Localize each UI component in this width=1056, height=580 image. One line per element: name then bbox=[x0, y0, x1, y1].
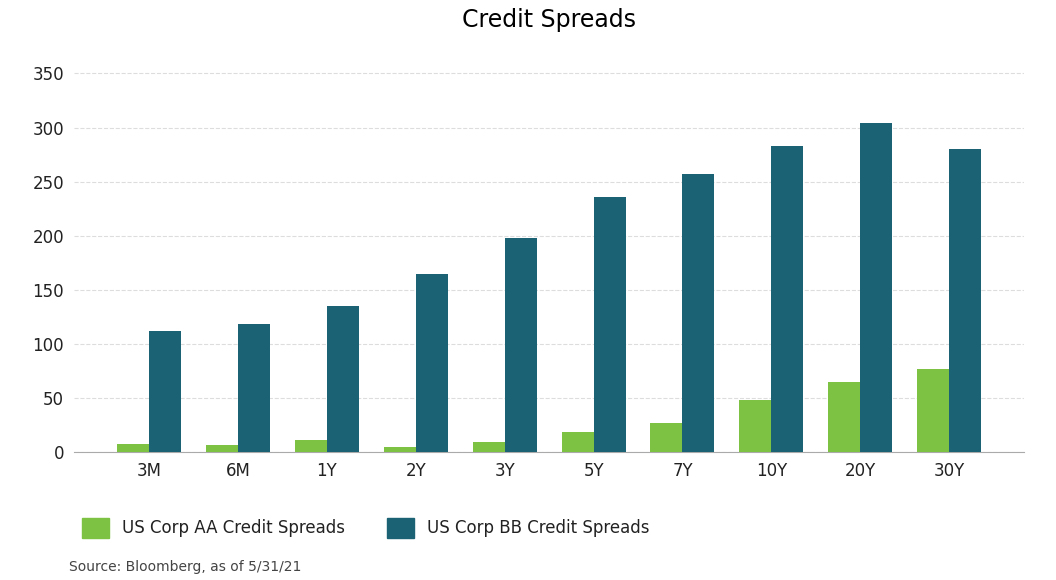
Bar bbox=[593, 197, 625, 452]
Bar bbox=[682, 174, 715, 452]
Bar bbox=[416, 274, 448, 452]
Title: Credit Spreads: Credit Spreads bbox=[463, 8, 636, 32]
Bar bbox=[505, 238, 536, 452]
Legend: US Corp AA Credit Spreads, US Corp BB Credit Spreads: US Corp AA Credit Spreads, US Corp BB Cr… bbox=[82, 517, 649, 538]
Bar bbox=[206, 445, 238, 452]
Bar bbox=[327, 306, 359, 452]
Bar bbox=[238, 324, 270, 452]
Bar bbox=[828, 382, 861, 452]
Bar bbox=[383, 447, 416, 452]
Bar bbox=[739, 400, 771, 452]
Bar bbox=[949, 149, 981, 452]
Bar bbox=[117, 444, 149, 452]
Text: Source: Bloomberg, as of 5/31/21: Source: Bloomberg, as of 5/31/21 bbox=[69, 560, 301, 574]
Bar bbox=[771, 146, 804, 452]
Bar bbox=[562, 432, 593, 452]
Bar bbox=[295, 440, 327, 452]
Bar bbox=[650, 423, 682, 452]
Bar bbox=[917, 369, 949, 452]
Bar bbox=[861, 124, 892, 452]
Bar bbox=[473, 441, 505, 452]
Bar bbox=[149, 331, 182, 452]
